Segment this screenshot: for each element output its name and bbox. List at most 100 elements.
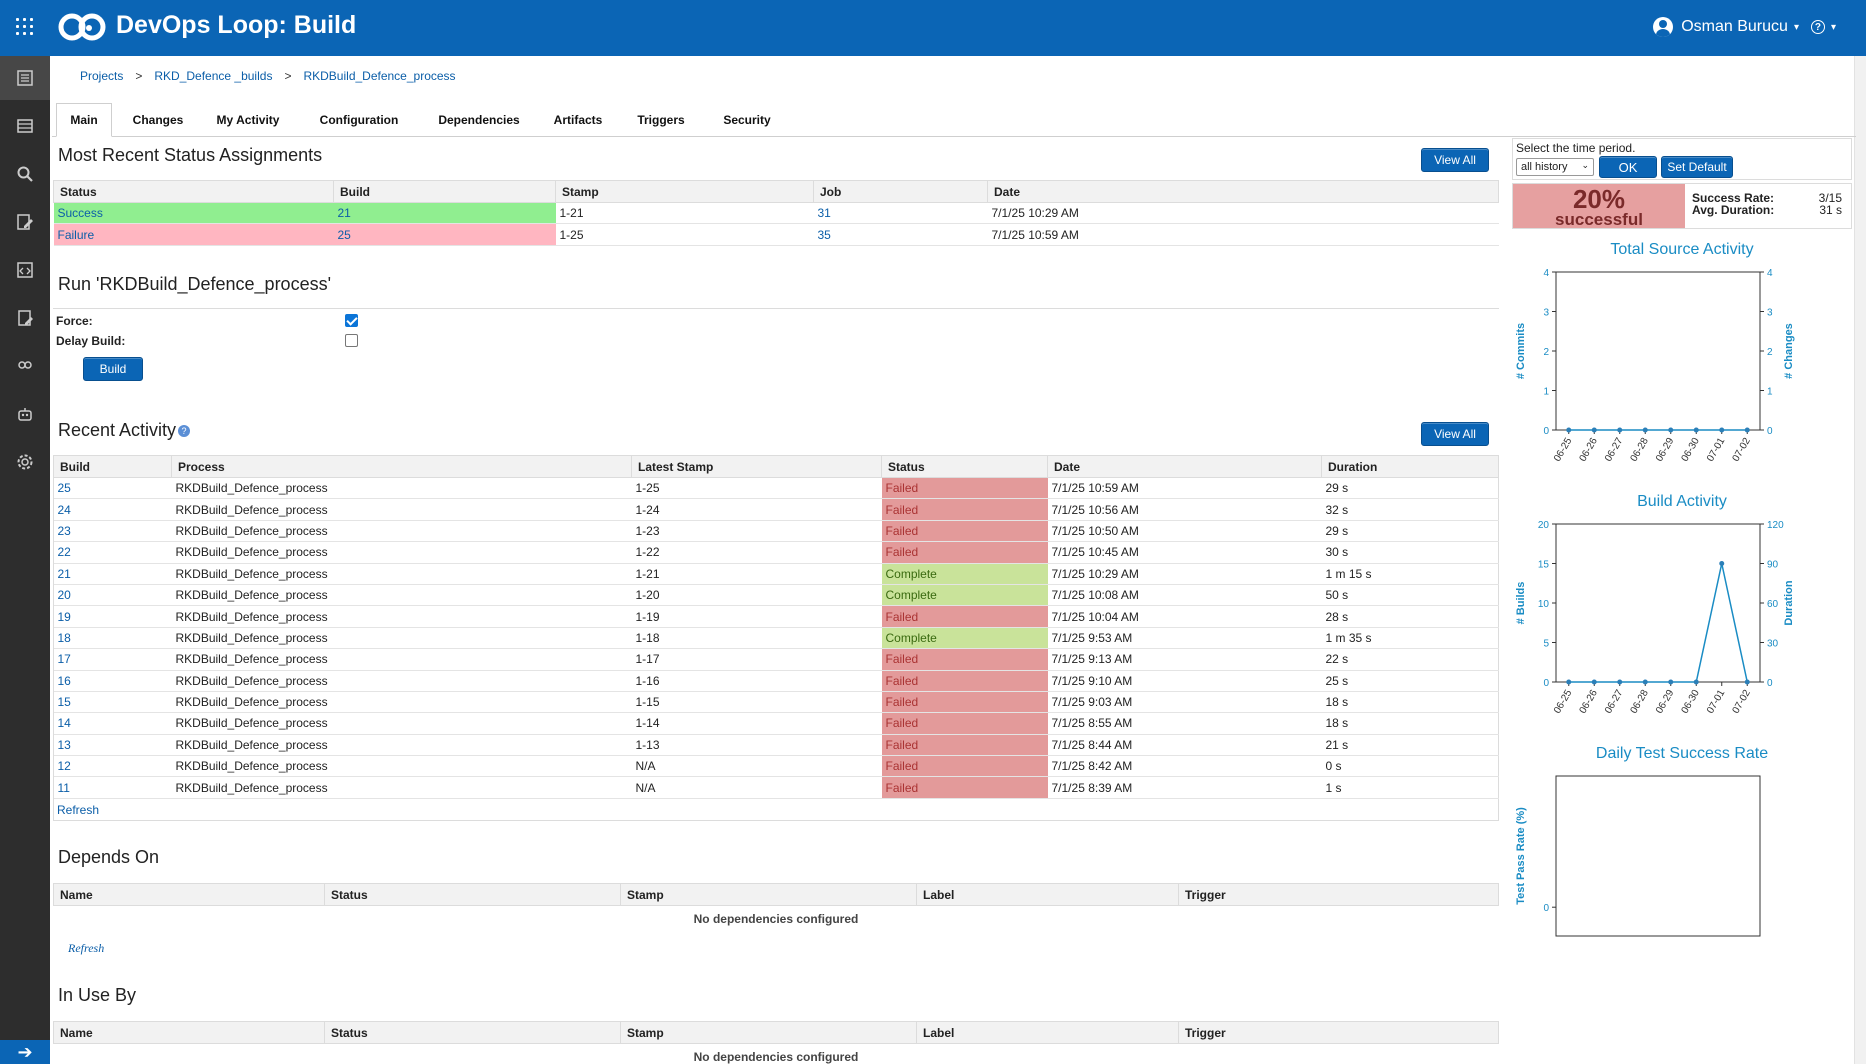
build-link[interactable]: 18 xyxy=(53,627,172,650)
table-row: 12 RKDBuild_Defence_process N/A Failed 7/1/2… xyxy=(53,755,1499,778)
status-cell: Failed xyxy=(881,712,1048,735)
force-checkbox[interactable] xyxy=(345,314,358,327)
duration-cell: 30 s xyxy=(1321,541,1499,564)
depends-refresh-link[interactable]: Refresh xyxy=(68,941,105,955)
nav-search-icon[interactable] xyxy=(0,152,50,196)
date-cell: 7/1/25 8:39 AM xyxy=(1047,776,1322,799)
tab-main[interactable]: Main xyxy=(56,103,112,137)
breadcrumb-project[interactable]: RKD_Defence _builds xyxy=(154,69,273,83)
build-link[interactable]: 16 xyxy=(53,670,172,692)
nav-group-icon[interactable] xyxy=(0,344,50,388)
process-cell: RKDBuild_Defence_process xyxy=(171,498,632,521)
y2-tick-label: 0 xyxy=(1767,678,1773,689)
nav-edit-icon[interactable] xyxy=(0,200,50,244)
process-cell: RKDBuild_Defence_process xyxy=(171,670,632,692)
data-point xyxy=(1693,427,1699,433)
col-stamp: Stamp xyxy=(555,180,814,203)
nav-document-icon[interactable] xyxy=(0,296,50,340)
period-ok-button[interactable]: OK xyxy=(1599,156,1657,178)
nav-dashboard-icon[interactable] xyxy=(0,56,50,100)
status-cell[interactable]: Success xyxy=(53,202,334,225)
build-link[interactable]: 19 xyxy=(53,605,172,628)
in-use-by-table: Name Status Stamp Label Trigger xyxy=(53,1021,1499,1044)
tab-changes[interactable]: Changes xyxy=(132,113,184,127)
col-label: Label xyxy=(916,1021,1179,1044)
build-link[interactable]: 21 xyxy=(333,202,556,225)
build-link[interactable]: 12 xyxy=(53,755,172,778)
status-cell: Failed xyxy=(881,691,1048,714)
breadcrumb-projects[interactable]: Projects xyxy=(80,69,124,83)
recent-activity-table: Build Process Latest Stamp Status Date D… xyxy=(53,455,1499,799)
status-cell[interactable]: Failure xyxy=(53,223,334,246)
tab-my-activity[interactable]: My Activity xyxy=(216,113,280,127)
info-icon[interactable]: ? xyxy=(178,425,191,438)
stamp-cell: 1-17 xyxy=(631,648,882,671)
process-cell: RKDBuild_Defence_process xyxy=(171,605,632,628)
duration-cell: 22 s xyxy=(1321,648,1499,671)
col-date: Date xyxy=(987,180,1499,203)
plot-area xyxy=(1555,271,1761,431)
build-link[interactable]: 22 xyxy=(53,541,172,564)
expand-nav-arrow-icon[interactable]: ➔ xyxy=(0,1040,50,1064)
process-cell: RKDBuild_Defence_process xyxy=(171,734,632,757)
job-link[interactable]: 31 xyxy=(813,202,988,225)
date-cell: 7/1/25 9:53 AM xyxy=(1047,627,1322,650)
build-link[interactable]: 25 xyxy=(53,477,172,500)
build-link[interactable]: 13 xyxy=(53,734,172,757)
tab-artifacts[interactable]: Artifacts xyxy=(553,113,603,127)
page-scrollbar[interactable] xyxy=(1854,56,1866,1064)
avg-duration-label: Avg. Duration: xyxy=(1692,203,1775,217)
help-icon[interactable]: ? xyxy=(1810,20,1825,34)
col-status: Status xyxy=(324,1021,621,1044)
set-default-button[interactable]: Set Default xyxy=(1661,156,1733,178)
nav-code-icon[interactable] xyxy=(0,248,50,292)
build-link[interactable]: 25 xyxy=(333,223,556,246)
stamp-cell: 1-19 xyxy=(631,605,882,628)
app-grid-icon[interactable] xyxy=(16,18,34,36)
table-row: 13 RKDBuild_Defence_process 1-13 Failed 7/1/… xyxy=(53,734,1499,757)
build-link[interactable]: 20 xyxy=(53,584,172,607)
tab-configuration[interactable]: Configuration xyxy=(319,113,399,127)
time-period-label: Select the time period. xyxy=(1516,141,1636,155)
y2-tick-label: 2 xyxy=(1767,347,1773,358)
plot-area xyxy=(1555,523,1761,683)
x-tick-label: 07-01 xyxy=(1705,688,1728,716)
date-cell: 7/1/25 9:03 AM xyxy=(1047,691,1322,714)
devops-loop-logo xyxy=(58,13,106,41)
user-menu[interactable]: Osman Burucu ▾ ? ▾ xyxy=(1653,14,1836,40)
job-link[interactable]: 35 xyxy=(813,223,988,246)
time-period-select[interactable]: all history ⌄ xyxy=(1516,158,1594,176)
status-cell: Failed xyxy=(881,734,1048,757)
stamp-cell: 1-13 xyxy=(631,734,882,757)
build-link[interactable]: 17 xyxy=(53,648,172,671)
duration-cell: 18 s xyxy=(1321,712,1499,735)
daily-test-success-chart: 0 Test Pass Rate (%) xyxy=(1515,775,1761,937)
recent-view-all-button[interactable]: View All xyxy=(1421,422,1489,446)
build-link[interactable]: 15 xyxy=(53,691,172,714)
build-link[interactable]: 23 xyxy=(53,520,172,543)
tab-triggers[interactable]: Triggers xyxy=(637,113,685,127)
y2-tick-label: 1 xyxy=(1767,387,1773,398)
stamp-cell: 1-16 xyxy=(631,670,882,692)
build-link[interactable]: 14 xyxy=(53,712,172,735)
duration-cell: 28 s xyxy=(1321,605,1499,628)
status-view-all-button[interactable]: View All xyxy=(1421,148,1489,172)
delay-build-checkbox[interactable] xyxy=(345,334,358,347)
build-link[interactable]: 21 xyxy=(53,563,172,585)
nav-settings-gear-icon[interactable] xyxy=(0,440,50,484)
nav-robot-icon[interactable] xyxy=(0,392,50,436)
tab-dependencies[interactable]: Dependencies xyxy=(438,113,520,127)
divider xyxy=(53,308,1499,309)
tab-security[interactable]: Security xyxy=(723,113,771,127)
recent-refresh-link[interactable]: Refresh xyxy=(57,803,100,817)
breadcrumb-process[interactable]: RKDBuild_Defence_process xyxy=(303,69,456,83)
build-link[interactable]: 11 xyxy=(53,776,172,799)
process-cell: RKDBuild_Defence_process xyxy=(171,691,632,714)
in-use-by-title: In Use By xyxy=(58,985,137,1005)
user-avatar-icon xyxy=(1653,17,1674,37)
build-link[interactable]: 24 xyxy=(53,498,172,521)
nav-list-icon[interactable] xyxy=(0,104,50,148)
success-rate-badge: 20% successful xyxy=(1513,184,1685,228)
build-button[interactable]: Build xyxy=(83,357,143,381)
